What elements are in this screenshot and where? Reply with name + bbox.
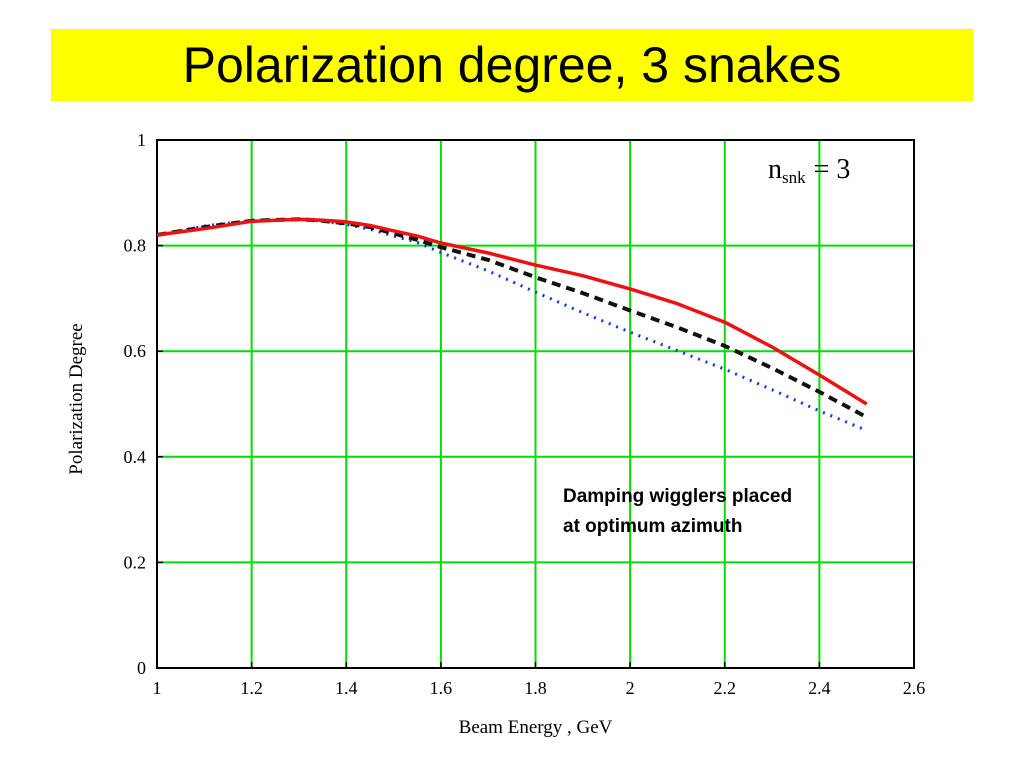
nsnk-base: n — [768, 154, 782, 185]
x-tick-label: 2.6 — [903, 678, 926, 698]
y-tick-label: 1 — [137, 130, 146, 150]
series-line-dotted — [156, 217, 868, 432]
grid-lines — [157, 140, 914, 668]
y-tick-label: 0.4 — [124, 447, 147, 467]
x-tick-label: 2.2 — [714, 678, 737, 698]
nsnk-annotation: nsnk = 3 — [768, 154, 850, 187]
axis-ticks: 1 1.2 1.4 1.6 1.8 2 2.2 2.4 2.6 0 0.2 0.4 0.6 0.8 1 — [124, 130, 926, 698]
y-axis-label: Polarization Degree — [66, 323, 87, 474]
x-tick-label: 1.8 — [524, 678, 547, 698]
nsnk-subscript: snk — [782, 168, 806, 187]
y-tick-label: 0.2 — [124, 552, 147, 572]
series-lines — [156, 217, 868, 432]
y-tick-label: 0.8 — [124, 236, 147, 256]
x-tick-label: 2.4 — [808, 678, 831, 698]
slide-title: Polarization degree, 3 snakes — [182, 37, 842, 93]
x-axis-label: Beam Energy , GeV — [459, 717, 613, 738]
note-line-2: at optimum azimuth — [563, 516, 742, 537]
series-line-solid — [156, 217, 868, 406]
x-tick-label: 2 — [626, 678, 635, 698]
note-line-1: Damping wigglers placed — [563, 486, 792, 507]
x-tick-label: 1.6 — [430, 678, 453, 698]
x-tick-label: 1 — [153, 678, 162, 698]
y-tick-label: 0 — [137, 658, 146, 678]
nsnk-value: = 3 — [814, 154, 851, 185]
series-line-dashed — [156, 217, 868, 419]
y-tick-label: 0.6 — [124, 341, 147, 361]
title-banner: Polarization degree, 3 snakes — [51, 29, 973, 101]
x-tick-label: 1.4 — [335, 678, 358, 698]
x-tick-label: 1.2 — [240, 678, 263, 698]
